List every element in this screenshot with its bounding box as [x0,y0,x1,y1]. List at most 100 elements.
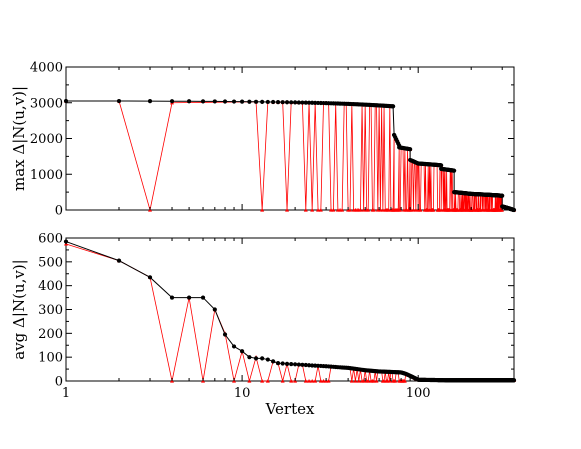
series-black-point [280,361,285,366]
series-red-point [285,208,290,212]
series-black-point [310,100,315,105]
series-black-point [390,104,396,109]
series-black-point [275,99,281,105]
y-tick-label: 4000 [30,61,63,76]
y-tick-label: 0 [55,204,63,219]
series-black-point [231,344,237,349]
series-black-point [303,100,308,105]
series-group-bottom [63,239,517,383]
series-black-point [310,363,315,368]
series-black-point [289,100,294,105]
series-black-point [293,362,298,367]
series-black-point [222,99,228,104]
series-red-point [374,379,379,383]
series-black-point [306,100,312,105]
series-black-point [452,168,457,173]
series-group-top [63,98,517,213]
series-black-point [212,307,217,312]
series-red-point [366,208,371,212]
series-red-point [260,208,265,212]
series-red-point [303,208,308,212]
series-black-point [222,332,228,337]
series-black-point [147,99,153,104]
series-black-point [271,99,276,105]
y-tick-label: 500 [38,255,63,270]
series-red-point [387,379,392,383]
series-red-line-top [66,100,515,211]
series-black-point [293,100,298,105]
series-black-point [306,363,312,368]
y-tick-label: 200 [38,327,63,342]
series-red-point [371,208,376,212]
series-red-point [340,208,345,212]
series-red-point [418,208,423,212]
series-black-point [300,362,305,367]
series-red-point [289,379,294,383]
series-black-point [500,193,505,198]
series-red-point [361,379,366,383]
y-tick-label: 2000 [30,132,63,147]
series-black-point [63,98,69,104]
axis-ticks-bottom: 0 100 200 300 400 500 600 1 10 100 [38,232,514,401]
y-tick-label: 400 [38,279,63,294]
series-red-point [375,208,380,212]
y-tick-label: 0 [55,375,63,390]
x-tick-label: 10 [234,386,251,401]
y-axis-title-bottom: avg Δ|N(u,v)| [10,259,28,359]
series-black-point [247,355,252,360]
series-red-point [265,379,270,383]
y-tick-label: 300 [38,303,63,318]
series-black-point [300,100,305,105]
series-black-line-bottom [65,241,514,381]
series-black-point [253,356,259,361]
series-black-point [260,356,265,361]
series-black-point [186,295,192,300]
series-black-point [116,98,122,104]
series-black-point [186,99,192,104]
series-red-point [361,208,366,212]
series-red-point [331,208,336,212]
series-red-line-bottom [65,243,514,383]
series-red-point [318,208,323,212]
y-tick-label: 600 [38,232,63,247]
series-black-point [284,361,290,366]
series-black-point [200,295,206,300]
series-black-point [212,99,217,104]
series-red-point [402,379,407,383]
series-red-point [358,208,363,212]
series-black-point [169,99,175,104]
series-black-point [296,100,301,105]
series-black-point [247,99,252,104]
series-red-point [321,379,326,383]
x-tick-label: 100 [406,386,431,401]
x-tick-label: 1 [62,386,70,401]
series-red-point [247,379,252,383]
series-black-point [439,163,444,168]
series-black-point [280,100,285,105]
series-red-point [349,379,354,383]
series-red-point [326,379,331,383]
series-black-point [408,147,413,152]
series-red-point [353,379,358,383]
series-red-point [393,379,398,383]
y-tick-label: 100 [38,351,63,366]
series-black-point [303,362,308,368]
series-black-point [265,99,270,105]
y-tick-label: 1000 [30,168,63,183]
series-black-point [260,99,265,104]
series-black-point [296,362,301,367]
series-black-point [147,275,153,280]
series-black-point [169,295,175,300]
series-black-point [253,99,259,104]
series-red-point [310,208,315,212]
series-black-point [116,258,122,263]
chart-panel-top: 0 1000 2000 3000 4000 max Δ|N(u,v)| [10,61,517,219]
series-red-point [318,379,323,383]
series-red-point [280,379,285,383]
series-black-point [284,100,290,105]
series-black-point [265,357,270,362]
series-red-point [313,379,318,383]
series-black-point [289,361,294,367]
